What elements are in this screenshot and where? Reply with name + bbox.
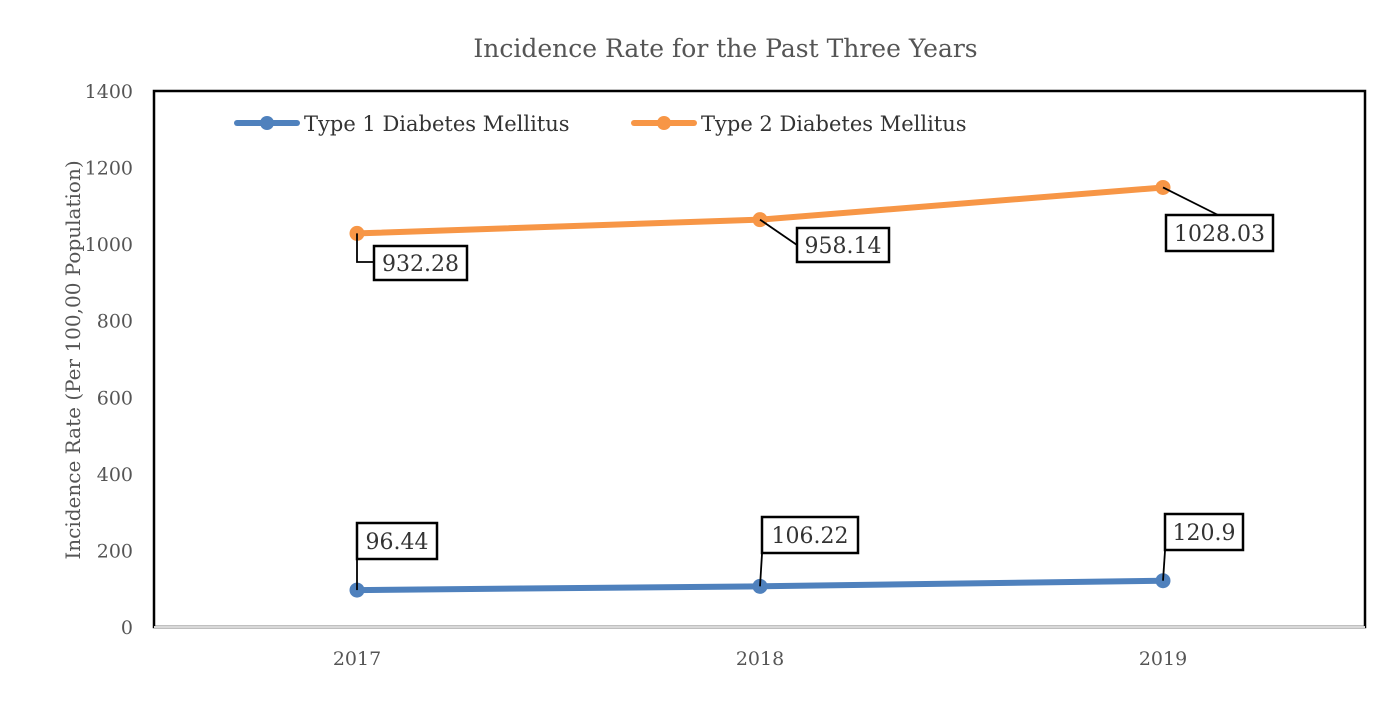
y-axis-label: Incidence Rate (Per 100,00 Population): [61, 160, 85, 559]
legend-label: Type 1 Diabetes Mellitus: [304, 112, 570, 136]
y-tick-label: 200: [97, 540, 133, 562]
leader-line: [759, 218, 798, 246]
legend-marker: [657, 116, 671, 130]
x-tick-label: 2017: [333, 648, 381, 670]
x-tick-label: 2018: [736, 648, 784, 670]
data-label: 106.22: [772, 524, 849, 549]
data-label: 96.44: [366, 530, 429, 555]
data-label: 932.28: [382, 252, 459, 277]
data-label-box: [355, 521, 439, 561]
y-tick-label: 800: [97, 311, 133, 333]
y-tick-label: 1200: [85, 158, 133, 180]
leader-line: [356, 233, 374, 263]
data-labels: 96.44 106.22 120.9 932.28 958.14 1028.03: [355, 186, 1275, 591]
data-label-box: [760, 515, 860, 555]
legend: Type 1 Diabetes Mellitus Type 2 Diabetes …: [234, 112, 967, 136]
data-label-box: [1163, 512, 1245, 552]
x-tick-label: 2019: [1139, 648, 1187, 670]
chart-title: Incidence Rate for the Past Three Years: [473, 34, 978, 63]
data-label: 958.14: [805, 234, 882, 259]
leader-line: [759, 553, 763, 587]
leader-line: [1162, 186, 1219, 216]
leader-line: [1162, 550, 1166, 581]
y-tick-label: 400: [97, 464, 133, 486]
data-label-box: [1164, 213, 1275, 253]
series-lines: [349, 179, 1171, 598]
x-axis: 2017 2018 2019: [154, 626, 1365, 670]
data-label: 1028.03: [1174, 222, 1265, 247]
legend-label: Type 2 Diabetes Mellitus: [701, 112, 967, 136]
y-axis: 0 200 400 600 800 1000 1200 1400: [85, 81, 1367, 639]
y-tick-label: 0: [121, 617, 133, 639]
y-tick-label: 600: [97, 387, 133, 409]
y-tick-label: 1000: [85, 234, 133, 256]
legend-marker: [260, 116, 274, 130]
data-label-box: [795, 226, 891, 264]
y-tick-label: 1400: [85, 81, 133, 103]
data-label-box: [372, 244, 469, 282]
data-label: 120.9: [1173, 521, 1236, 546]
